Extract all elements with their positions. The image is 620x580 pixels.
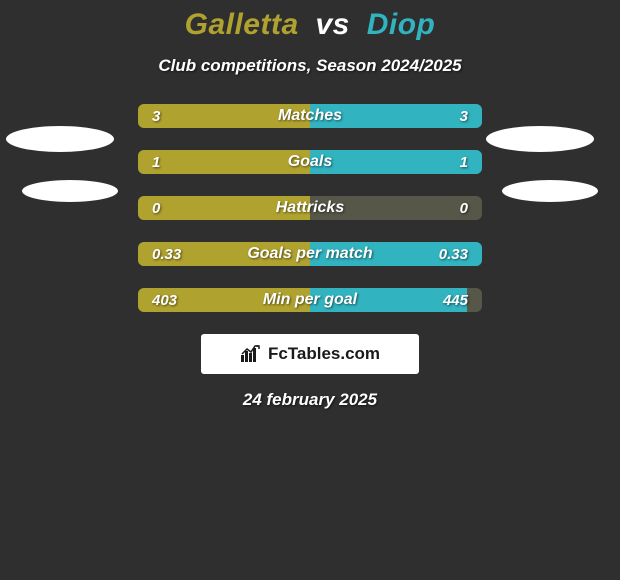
stat-right-value: 1 xyxy=(446,154,482,171)
stat-right-half: 3 xyxy=(310,104,482,128)
comparison-infographic: Galletta vs Diop Club competitions, Seas… xyxy=(0,0,620,580)
bar-chart-icon xyxy=(240,345,262,363)
player1-name: Galletta xyxy=(185,8,299,41)
page-title: Galletta vs Diop xyxy=(0,0,620,42)
stat-right-value: 445 xyxy=(429,292,482,309)
stat-right-value: 0.33 xyxy=(425,246,482,263)
brand-badge: FcTables.com xyxy=(201,334,419,374)
stat-left-value: 403 xyxy=(138,292,191,309)
stats-table: 33Matches11Goals00Hattricks0.330.33Goals… xyxy=(138,104,482,312)
player2-name: Diop xyxy=(367,8,436,41)
stat-row: 0.330.33Goals per match xyxy=(138,242,482,266)
brand-text: FcTables.com xyxy=(268,344,380,364)
stat-left-half: 3 xyxy=(138,104,310,128)
stat-right-half: 445 xyxy=(310,288,482,312)
stat-left-half: 403 xyxy=(138,288,310,312)
left-club-logo xyxy=(6,126,114,152)
date-label: 24 february 2025 xyxy=(0,390,620,410)
stat-left-value: 0.33 xyxy=(138,246,195,263)
stat-left-value: 1 xyxy=(138,154,174,171)
stat-right-value: 3 xyxy=(446,108,482,125)
stat-row: 33Matches xyxy=(138,104,482,128)
stat-left-value: 0 xyxy=(138,200,174,217)
stat-right-half: 1 xyxy=(310,150,482,174)
right-club-logo xyxy=(502,180,598,202)
stat-row: 403445Min per goal xyxy=(138,288,482,312)
vs-label: vs xyxy=(316,8,350,41)
stat-right-half: 0.33 xyxy=(310,242,482,266)
stat-right-half: 0 xyxy=(310,196,482,220)
stat-right-value: 0 xyxy=(446,200,482,217)
stat-row: 00Hattricks xyxy=(138,196,482,220)
stat-left-value: 3 xyxy=(138,108,174,125)
stat-left-half: 1 xyxy=(138,150,310,174)
subtitle: Club competitions, Season 2024/2025 xyxy=(0,56,620,76)
stat-left-half: 0 xyxy=(138,196,310,220)
stat-row: 11Goals xyxy=(138,150,482,174)
stat-left-half: 0.33 xyxy=(138,242,310,266)
left-club-logo xyxy=(22,180,118,202)
right-club-logo xyxy=(486,126,594,152)
